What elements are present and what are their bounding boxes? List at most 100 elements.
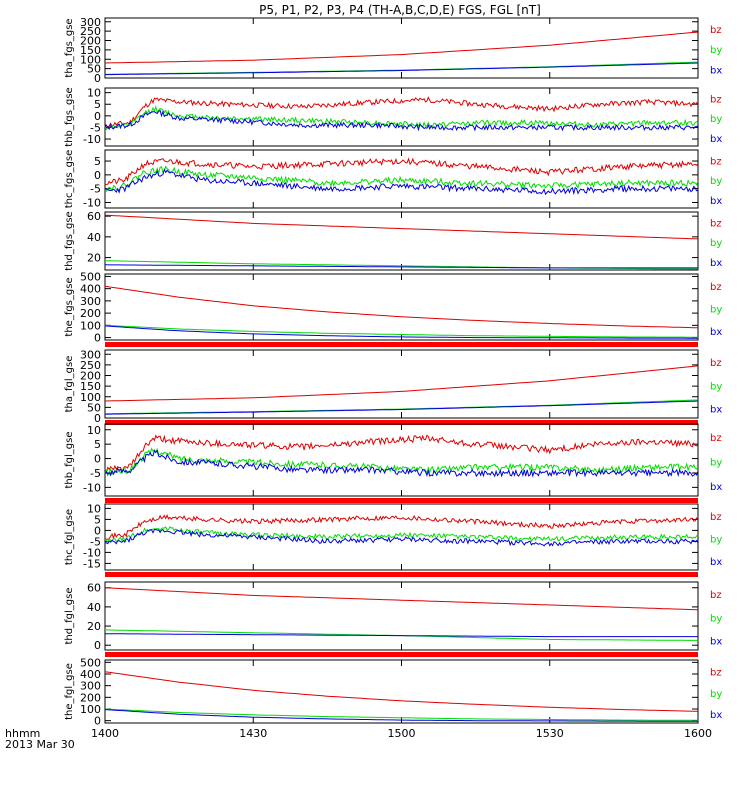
legend-bx: bx (710, 636, 722, 647)
y-tick-label: 0 (94, 453, 101, 466)
y-tick-label: 200 (80, 307, 101, 320)
y-tick-label: -10 (83, 481, 101, 494)
legend-by: by (710, 613, 722, 624)
series-line-bx (104, 325, 698, 339)
y-axis-label: thb_fgl_gse (64, 432, 75, 489)
y-axis-label: the_fgl_gse (64, 663, 75, 720)
series-line-by (104, 324, 698, 338)
series-line-bx (104, 168, 699, 196)
y-tick-label: 300 (80, 16, 101, 29)
panel-thd_fgs_gse: 20 40 60 thd_fgs_gse bz by bx (64, 210, 722, 271)
y-tick-label: 150 (80, 380, 101, 393)
y-tick-label: 200 (80, 691, 101, 704)
panel-frame (104, 17, 699, 79)
legend-by: by (710, 238, 722, 249)
legend-by: by (710, 304, 722, 315)
y-tick-label: 400 (80, 283, 101, 296)
panel-thc_fgs_gse: -10-505 thc_fgs_gse bz by bx (64, 149, 722, 209)
series-line-bx (104, 633, 698, 638)
y-tick-label: 5 (94, 155, 101, 168)
y-tick-label: 500 (80, 270, 101, 283)
legend-bz: bz (710, 512, 722, 523)
series-line-by (104, 708, 698, 721)
legend-by: by (710, 381, 722, 392)
x-tick-label: 1400 (91, 727, 119, 740)
y-axis-label: thd_fgl_gse (64, 588, 75, 645)
series-line-bz (105, 514, 699, 540)
y-tick-label: 0 (94, 524, 101, 537)
y-tick-label: 100 (80, 703, 101, 716)
y-tick-label: 100 (80, 53, 101, 66)
y-axis-label: tha_fgs_gse (64, 18, 75, 77)
y-axis-label: tha_fgl_gse (64, 356, 75, 413)
legend-by: by (710, 534, 722, 545)
y-tick-label: 400 (80, 668, 101, 681)
footer-date: 2013 Mar 30 (5, 738, 75, 751)
legend-bx: bx (710, 258, 722, 269)
y-tick-label: -5 (90, 183, 101, 196)
y-tick-label: 0 (94, 72, 101, 85)
x-tick-label: 1500 (388, 727, 416, 740)
y-tick-label: 5 (94, 513, 101, 526)
y-tick-label: 20 (87, 620, 101, 633)
y-tick-label: 5 (94, 438, 101, 451)
y-tick-label: 150 (80, 44, 101, 57)
x-tick-label: 1600 (684, 727, 712, 740)
panel-frame (104, 273, 699, 341)
y-tick-label: 0 (94, 332, 101, 345)
legend-bz: bz (710, 156, 722, 167)
legend-bz: bz (710, 282, 722, 293)
y-axis-label: thc_fgl_gse (64, 509, 75, 565)
legend-bz: bz (710, 433, 722, 444)
y-tick-label: 0 (94, 639, 101, 652)
y-tick-label: 100 (80, 319, 101, 332)
y-tick-label: 250 (80, 359, 101, 372)
y-tick-label: 60 (87, 582, 101, 595)
series-line-bx (104, 400, 699, 415)
y-tick-label: 50 (87, 63, 101, 76)
footer-hhmm: hhmm (5, 727, 40, 740)
status-flag-bar (105, 498, 698, 503)
status-flag-bar (105, 572, 698, 577)
legend-by: by (710, 689, 722, 700)
legend-bx: bx (710, 710, 722, 721)
y-tick-label: 100 (80, 391, 101, 404)
series-line-by (104, 399, 699, 415)
figure-title: P5, P1, P2, P3, P4 (TH-A,B,C,D,E) FGS, F… (259, 3, 541, 17)
y-tick-label: 50 (87, 401, 101, 414)
series-line-bz (104, 31, 699, 64)
legend-by: by (710, 45, 722, 56)
y-tick-label: 300 (80, 680, 101, 693)
series-line-by (104, 526, 699, 544)
y-tick-label: -5 (90, 467, 101, 480)
legend-bx: bx (710, 134, 722, 145)
y-tick-label: -5 (90, 121, 101, 134)
x-tick-label: 1430 (239, 727, 267, 740)
y-tick-label: 0 (94, 169, 101, 182)
status-flag-bar (105, 652, 698, 657)
legend-bz: bz (710, 218, 722, 229)
legend-bx: bx (710, 482, 722, 493)
series-line-bz (104, 365, 699, 402)
legend-bz: bz (710, 667, 722, 678)
legend-bx: bx (710, 557, 722, 568)
y-tick-label: 20 (87, 252, 101, 265)
series-line-bz (104, 587, 699, 611)
y-tick-label: -10 (83, 546, 101, 559)
y-axis-label: the_fgs_gse (64, 277, 75, 336)
panel-frame (104, 349, 699, 419)
y-tick-label: 500 (80, 656, 101, 669)
y-tick-label: 40 (87, 601, 101, 614)
series-line-bz (104, 434, 699, 475)
y-tick-label: 200 (80, 370, 101, 383)
y-tick-label: -15 (83, 557, 101, 570)
y-tick-label: 5 (94, 98, 101, 111)
series-line-bz (104, 96, 699, 128)
legend-by: by (710, 457, 722, 468)
